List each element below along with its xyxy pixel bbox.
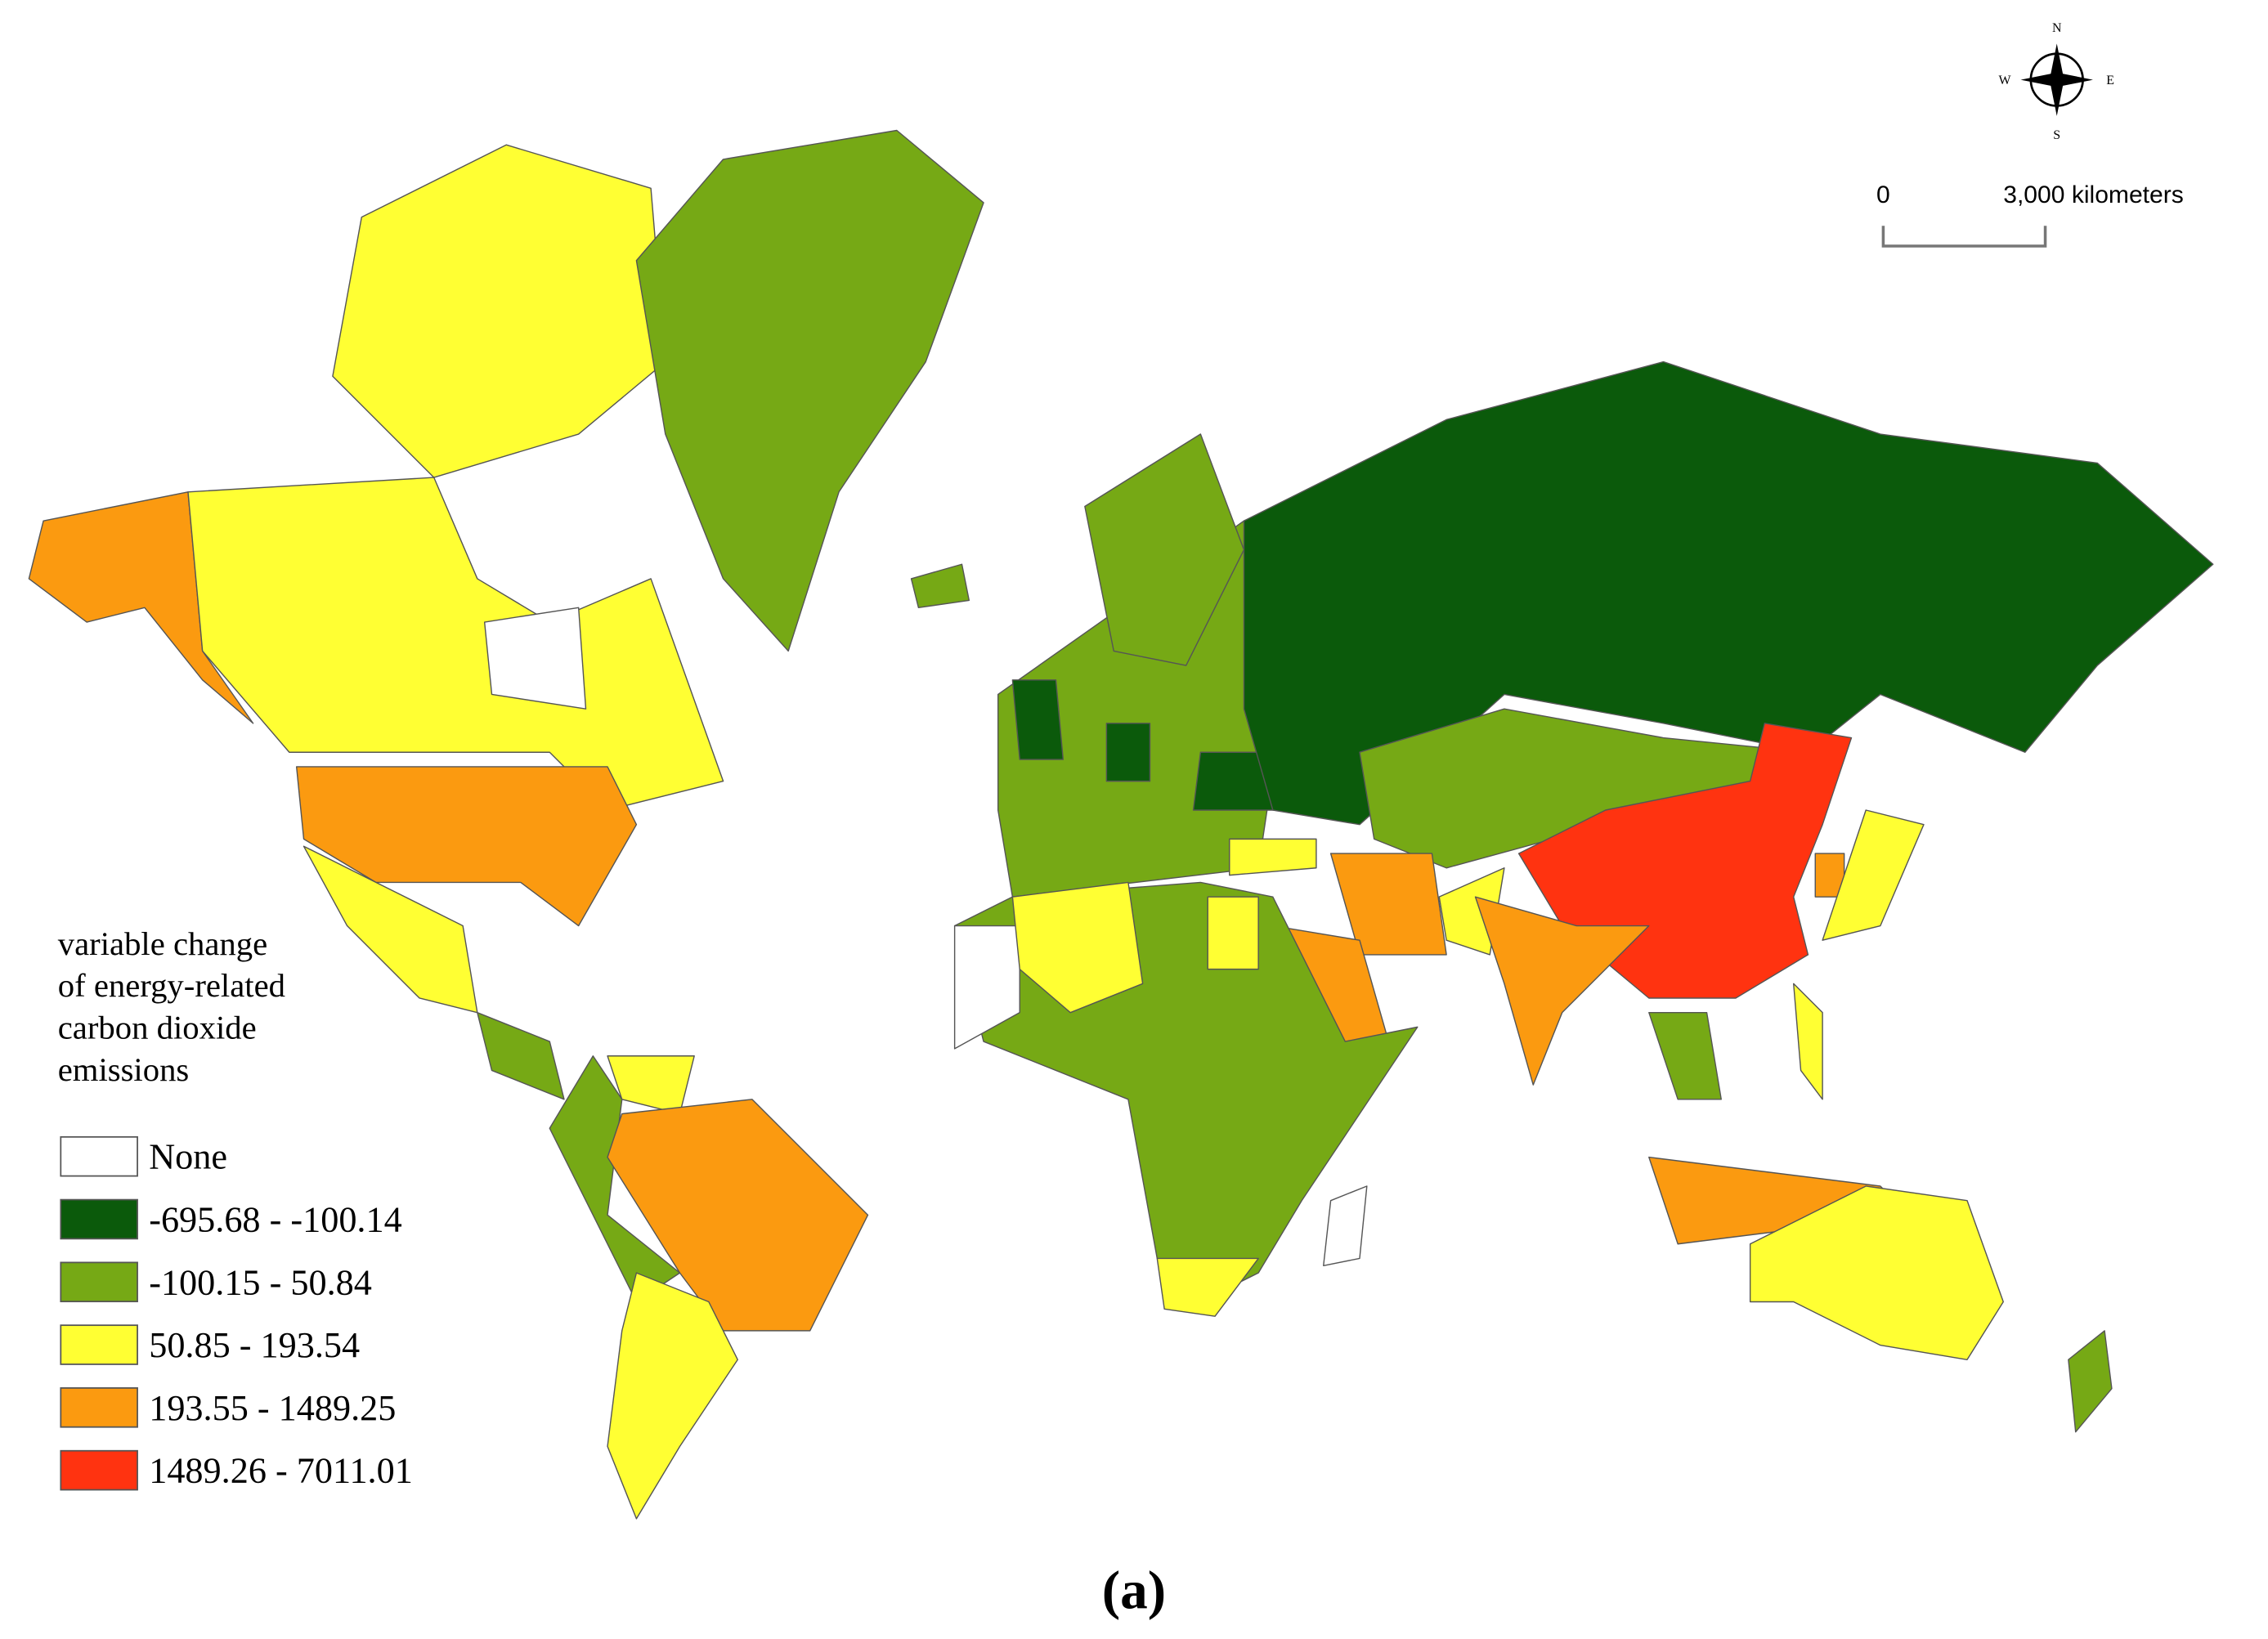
legend-label: 1489.26 - 7011.01 bbox=[149, 1451, 413, 1491]
indochina bbox=[1648, 1011, 1722, 1100]
usa bbox=[295, 766, 638, 927]
canada-arctic bbox=[332, 144, 666, 478]
compass-west: W bbox=[1999, 74, 2011, 87]
countries bbox=[28, 129, 2214, 1520]
canada bbox=[187, 477, 724, 811]
hudson-bay bbox=[483, 607, 587, 710]
russia bbox=[1243, 360, 2214, 826]
legend-swatch bbox=[60, 1324, 138, 1365]
legend-title-line: variable change bbox=[58, 925, 267, 962]
scale-end-label: 3,000 kilometers bbox=[2003, 181, 2184, 208]
scale-start-label: 0 bbox=[1876, 181, 1890, 208]
legend-title-line: emissions bbox=[58, 1051, 190, 1088]
australia bbox=[1749, 1185, 2004, 1360]
germany bbox=[1105, 723, 1151, 782]
legend-swatch bbox=[60, 1135, 138, 1177]
legend-title-line: carbon dioxide bbox=[58, 1010, 257, 1046]
legend-swatch bbox=[60, 1261, 138, 1303]
legend-swatch bbox=[60, 1198, 138, 1240]
compass-needle-ew bbox=[2020, 72, 2093, 87]
india bbox=[1474, 896, 1650, 1086]
legend-swatch bbox=[60, 1449, 138, 1491]
central-america bbox=[477, 1011, 565, 1100]
compass-north: N bbox=[2052, 21, 2062, 35]
iran bbox=[1329, 853, 1447, 956]
compass-south: S bbox=[2053, 128, 2060, 142]
west-africa bbox=[953, 925, 1020, 1050]
japan bbox=[1822, 809, 1925, 941]
legend-swatch bbox=[60, 1387, 138, 1428]
greenland bbox=[635, 129, 984, 652]
egypt bbox=[1207, 896, 1259, 970]
algeria bbox=[1011, 881, 1144, 1014]
south-africa bbox=[1156, 1257, 1259, 1317]
brazil bbox=[607, 1099, 869, 1332]
philippines bbox=[1793, 983, 1823, 1100]
southern-cone bbox=[607, 1272, 738, 1520]
legend-label: 50.85 - 193.54 bbox=[149, 1325, 360, 1365]
uk bbox=[1011, 679, 1065, 760]
legend-title-line: of energy-related bbox=[58, 967, 285, 1004]
new-zealand bbox=[2068, 1330, 2113, 1433]
legend-label: -695.68 - -100.14 bbox=[149, 1200, 402, 1240]
caption: (a) bbox=[1102, 1560, 1166, 1621]
legend-label: 193.55 - 1489.25 bbox=[149, 1388, 396, 1428]
madagascar bbox=[1323, 1185, 1368, 1266]
legend-label: None bbox=[149, 1137, 227, 1177]
legend-label: -100.15 - 50.84 bbox=[149, 1262, 372, 1302]
scale-bar: 0 3,000 kilometers bbox=[1876, 181, 2184, 248]
iceland bbox=[910, 563, 970, 609]
compass: N S E W bbox=[1999, 21, 2115, 142]
compass-east: E bbox=[2106, 74, 2114, 87]
scale-bar-line bbox=[1881, 226, 2047, 248]
scandinavia bbox=[1084, 433, 1245, 666]
legend: variable change of energy-related carbon d… bbox=[58, 925, 413, 1491]
turkey bbox=[1229, 838, 1317, 876]
